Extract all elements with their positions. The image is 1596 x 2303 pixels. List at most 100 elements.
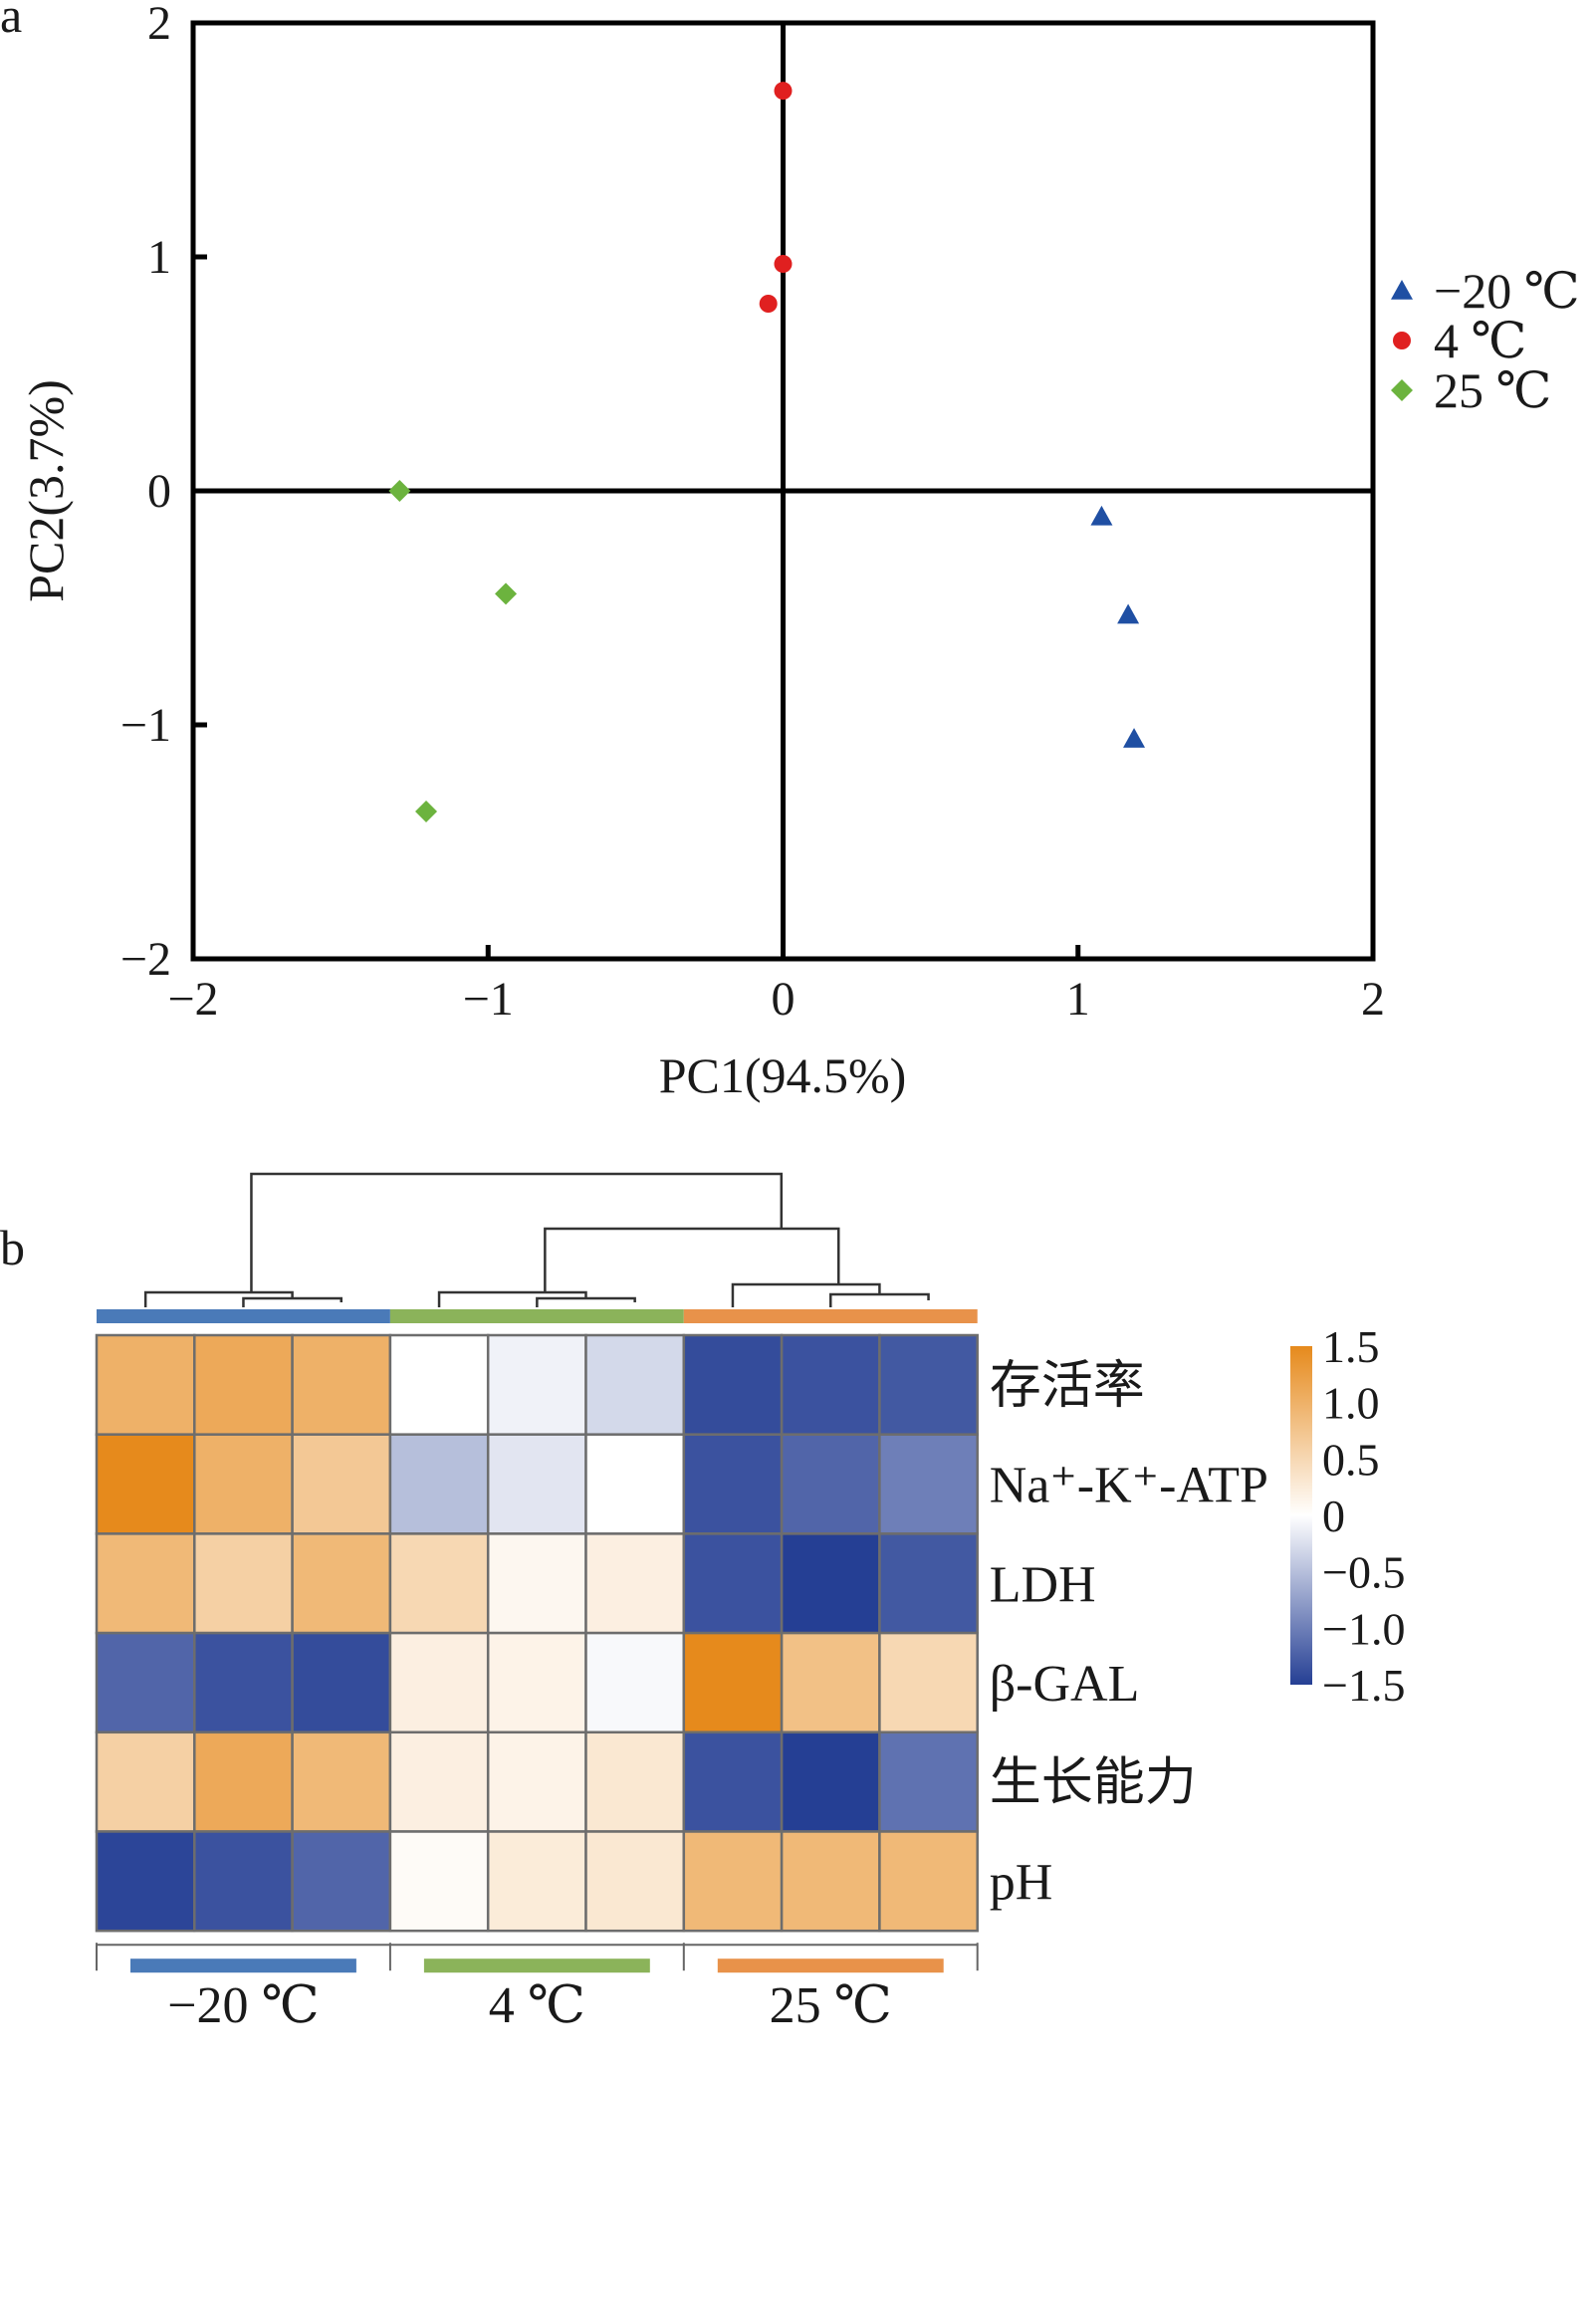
colorbar-label: −1.5 (1322, 1660, 1405, 1711)
heatmap-cell (780, 1730, 881, 1833)
x-tick-label: −2 (167, 973, 218, 1026)
legend-marker-circle (1393, 332, 1411, 349)
colorbar (1290, 1346, 1312, 1685)
group-bar-top (389, 1309, 684, 1323)
dendrogram-branch (829, 1292, 930, 1307)
heatmap-cell (291, 1830, 392, 1933)
heatmap-cell (780, 1631, 881, 1734)
heatmap-cell (780, 1532, 881, 1635)
group-label: −20 ℃ (167, 1977, 320, 2034)
data-point-diamond (415, 800, 438, 822)
dendrogram-branch (731, 1282, 881, 1307)
legend-marker-diamond (1391, 379, 1413, 401)
dendrogram-branch (536, 1296, 636, 1307)
heatmap-cell (291, 1333, 392, 1436)
heatmap-cell (584, 1830, 686, 1933)
legend-label: 25 ℃ (1434, 362, 1551, 418)
heatmap-cell (193, 1532, 294, 1635)
y-tick-label: −2 (120, 933, 171, 986)
data-point-diamond (388, 480, 411, 502)
colorbar-label: 0 (1322, 1491, 1345, 1541)
heatmap-cell (486, 1631, 587, 1734)
row-label: LDH (990, 1556, 1096, 1613)
heatmap-cell (878, 1830, 979, 1933)
y-tick-label: 0 (147, 465, 171, 518)
row-label: 生长能力 (990, 1755, 1197, 1812)
group-bar-bottom (130, 1958, 356, 1973)
x-tick-label: 0 (772, 973, 796, 1026)
heatmap-cell (878, 1730, 979, 1833)
legend: −20 ℃4 ℃25 ℃ (1391, 263, 1580, 418)
heatmap-cell (193, 1333, 294, 1436)
heatmap-cell (878, 1333, 979, 1436)
data-point-circle (774, 255, 793, 274)
dendrogram-branch (143, 1290, 294, 1307)
dendrogram-branch (544, 1227, 840, 1292)
group-bar-bottom (717, 1958, 944, 1973)
heatmap-cell (682, 1333, 784, 1436)
heatmap-cell (682, 1433, 784, 1535)
panel-letter-b: b (0, 1220, 25, 1275)
pca-scatter-chart: a −2−2 −1 −1 0 0 1 1 2 2 PC1(94.5%) PC2(3.7%) −2… (0, 0, 1580, 1103)
heatmap-cell (584, 1730, 686, 1833)
row-label: 存活率 (990, 1358, 1145, 1415)
heatmap-cell (584, 1631, 686, 1734)
x-axis-title: PC1(94.5%) (659, 1047, 907, 1103)
y-axis-title: PC2(3.7%) (18, 379, 74, 602)
heatmap-cell (388, 1532, 490, 1635)
heatmap-cell (682, 1532, 784, 1635)
row-label: Na⁺-K⁺-ATP (990, 1458, 1268, 1514)
dendrogram-branch (437, 1290, 587, 1307)
heatmap-cell (878, 1532, 979, 1635)
y-tick-label: −1 (120, 699, 171, 752)
heatmap-cell (95, 1830, 196, 1933)
heatmap-cell (682, 1631, 784, 1734)
heatmap-cell (878, 1631, 979, 1734)
colorbar-label: 1.5 (1322, 1321, 1380, 1372)
heatmap-cell (95, 1730, 196, 1833)
heatmap-cell (682, 1830, 784, 1933)
data-point-triangle (1090, 505, 1113, 526)
heatmap-cell (486, 1730, 587, 1833)
heatmap-cell (682, 1730, 784, 1833)
x-tick-label: 1 (1066, 973, 1090, 1026)
group-bar-top (97, 1309, 390, 1323)
y-tick-label: 2 (147, 0, 171, 50)
column-dendrogram (143, 1172, 930, 1307)
heatmap-cell (388, 1730, 490, 1833)
heatmap-cell (291, 1433, 392, 1535)
heatmap-cell (388, 1631, 490, 1734)
heatmap-cell (780, 1333, 881, 1436)
legend-label: 4 ℃ (1434, 313, 1526, 368)
heatmap-cell (584, 1333, 686, 1436)
heatmap-chart: b 存活率 Na⁺-K⁺-ATP LDH β-GAL 生长能力 pH −20 ℃ 4 ℃ 25… (0, 1172, 1405, 2034)
heatmap-cell (193, 1730, 294, 1833)
colorbar-label: −1.0 (1322, 1603, 1405, 1654)
data-point-circle (774, 82, 793, 101)
heatmap-cell (486, 1333, 587, 1436)
x-tick-label: −1 (463, 973, 514, 1026)
heatmap-cell (291, 1631, 392, 1734)
heatmap-cell (878, 1433, 979, 1535)
dendrogram-branch (242, 1296, 342, 1307)
colorbar-label: −0.5 (1322, 1547, 1405, 1598)
heatmap-cell (291, 1532, 392, 1635)
group-label: 4 ℃ (489, 1977, 585, 2034)
legend-marker-triangle (1391, 280, 1413, 300)
heatmap-cell (95, 1631, 196, 1734)
heatmap-cell (780, 1433, 881, 1535)
heatmap-cell (584, 1433, 686, 1535)
group-bar-bottom (423, 1958, 650, 1973)
dendrogram-branch (250, 1172, 784, 1292)
heatmap-cell (95, 1433, 196, 1535)
row-label: pH (990, 1854, 1053, 1911)
heatmap-cell (193, 1830, 294, 1933)
data-point-triangle (1117, 603, 1140, 624)
heatmap-cell (486, 1830, 587, 1933)
heatmap-cell (193, 1631, 294, 1734)
legend-label: −20 ℃ (1434, 263, 1580, 319)
heatmap-cell (95, 1333, 196, 1436)
heatmap-cell (388, 1333, 490, 1436)
panel-letter-a: a (0, 0, 22, 43)
row-label: β-GAL (990, 1656, 1140, 1713)
